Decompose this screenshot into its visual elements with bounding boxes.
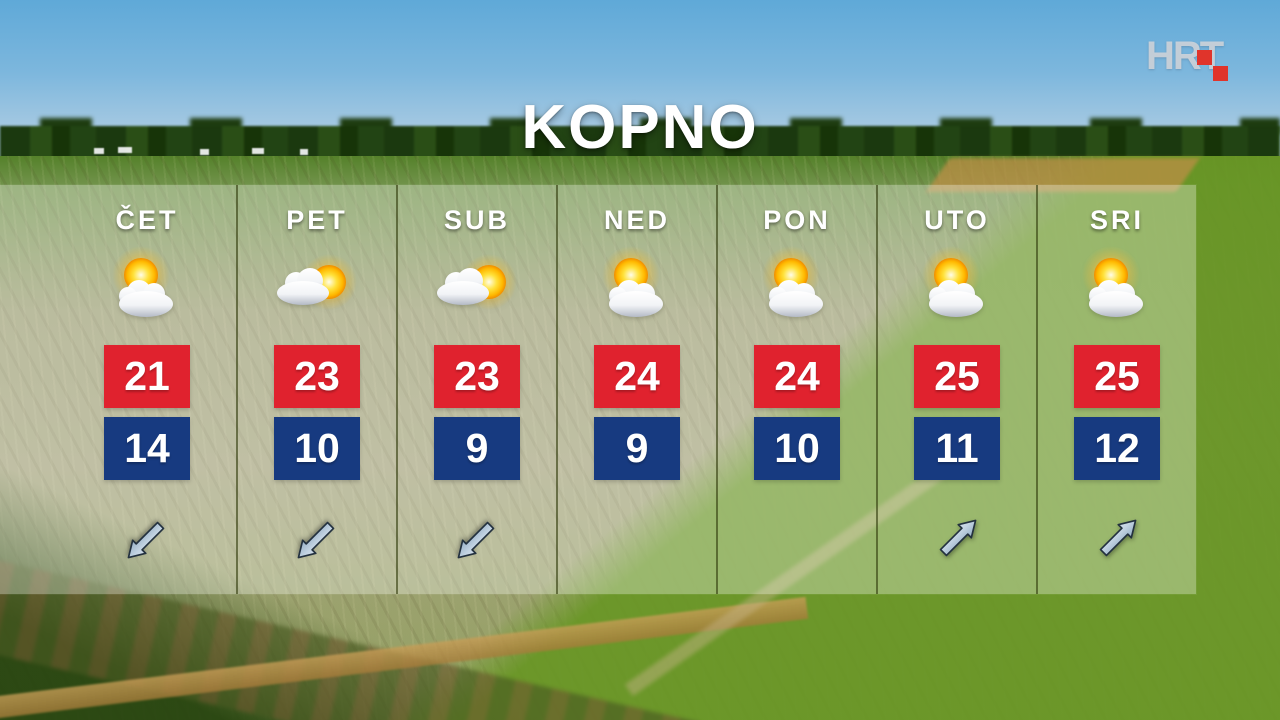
- low-temp-box: 10: [274, 417, 360, 480]
- high-temp-value: 25: [1094, 353, 1140, 399]
- horizon-building: [94, 148, 104, 154]
- low-temp-value: 10: [774, 425, 820, 471]
- trend-up-arrow-icon: [1090, 512, 1144, 566]
- page-title: KOPNO: [521, 93, 759, 162]
- high-temp-box: 23: [434, 345, 520, 408]
- low-temp-box: 9: [594, 417, 680, 480]
- low-temp-box: 10: [754, 417, 840, 480]
- trend-up-arrow-icon: [930, 512, 984, 566]
- high-temp-box: 23: [274, 345, 360, 408]
- high-temp-value: 25: [934, 353, 980, 399]
- day-label: NED: [603, 205, 670, 235]
- partly-cloudy-icon: [95, 245, 199, 327]
- forecast-day-column: SRI 25 12: [1036, 185, 1196, 594]
- low-temp-box: 11: [914, 417, 1000, 480]
- trend-down-arrow-icon: [120, 512, 174, 566]
- hrt-logo-checker-square: [1213, 66, 1228, 81]
- trend-down-arrow-icon: [450, 512, 504, 566]
- day-label: PON: [763, 205, 831, 235]
- high-temp-value: 21: [124, 353, 170, 399]
- high-temp-box: 25: [1074, 345, 1160, 408]
- day-label: SUB: [443, 205, 510, 235]
- day-label: ČET: [115, 205, 179, 235]
- high-temp-value: 24: [774, 353, 820, 399]
- low-temp-value: 14: [124, 425, 170, 471]
- day-label: UTO: [924, 205, 990, 235]
- low-temp-box: 9: [434, 417, 520, 480]
- low-temp-value: 10: [294, 425, 340, 471]
- day-label: SRI: [1089, 205, 1144, 235]
- horizon-building: [252, 148, 264, 154]
- low-temp-value: 9: [625, 425, 649, 471]
- forecast-day-column: NED 24 9: [556, 185, 716, 594]
- horizon-building: [300, 149, 308, 155]
- horizon-building: [200, 149, 209, 155]
- hrt-logo-checker-square: [1197, 50, 1212, 65]
- forecast-day-column: PET 23 10: [236, 185, 396, 594]
- trend-down-arrow-icon: [290, 512, 344, 566]
- high-temp-box: 24: [594, 345, 680, 408]
- high-temp-value: 23: [454, 353, 500, 399]
- forecast-day-column: SUB 23 9: [396, 185, 556, 594]
- low-temp-box: 12: [1074, 417, 1160, 480]
- high-temp-value: 23: [294, 353, 340, 399]
- forecast-day-column: PON 24 10: [716, 185, 876, 594]
- forecast-day-column: ČET 21 14: [0, 185, 236, 594]
- low-temp-box: 14: [104, 417, 190, 480]
- horizon-building: [118, 147, 132, 153]
- low-temp-value: 11: [935, 425, 979, 471]
- forecast-day-column: UTO 25 11: [876, 185, 1036, 594]
- high-temp-value: 24: [614, 353, 660, 399]
- partly-cloudy-icon: [585, 245, 689, 327]
- high-temp-box: 25: [914, 345, 1000, 408]
- partly-cloudy-icon: [425, 245, 529, 327]
- forecast-panel: ČET 21 14: [0, 185, 1196, 594]
- partly-cloudy-icon: [905, 245, 1009, 327]
- hrt-logo: HRT: [1146, 34, 1256, 94]
- low-temp-value: 12: [1094, 425, 1140, 471]
- partly-cloudy-icon: [265, 245, 369, 327]
- low-temp-value: 9: [465, 425, 489, 471]
- partly-cloudy-icon: [1065, 245, 1169, 327]
- high-temp-box: 24: [754, 345, 840, 408]
- partly-cloudy-icon: [745, 245, 849, 327]
- day-label: PET: [286, 205, 348, 235]
- high-temp-box: 21: [104, 345, 190, 408]
